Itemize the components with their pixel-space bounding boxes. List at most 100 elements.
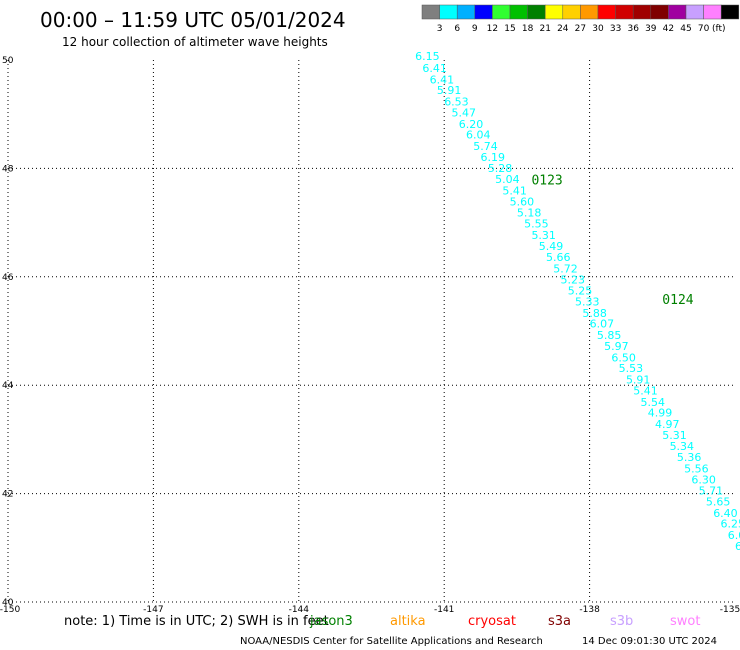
data-point-label: 5.56 [684,462,709,475]
data-point-label: 5.23 [561,273,586,286]
y-tick-label: 40 [2,598,14,608]
colorbar-label: 39 [645,24,657,34]
data-point-label: 5.25 [568,285,593,298]
y-tick-label: 50 [2,56,14,66]
satellite-legend-item: swot [670,614,700,629]
satellite-legend-item: cryosat [468,614,516,629]
colorbar-label: 9 [472,24,478,34]
data-point-label: 5.91 [626,374,651,387]
data-point-label: 5.71 [699,485,724,498]
data-point-label: 5.91 [437,84,462,97]
colorbar-label: 36 [627,24,639,34]
data-point-label: 6.30 [691,473,716,486]
data-point-label: 5.31 [531,229,556,242]
colorbar-label: 42 [663,24,674,34]
satellite-legend-item: s3b [610,614,633,629]
y-tick-label: 42 [2,490,13,500]
data-point-label: 6.04 [466,129,491,142]
colorbar-label: 24 [557,24,569,34]
colorbar-swatch [650,4,669,20]
data-point-label: 5.66 [546,251,571,264]
data-point-label: 6.53 [444,96,469,109]
colorbar-swatch [615,4,634,20]
data-point-label: 5.85 [597,329,622,342]
chart-title: 00:00 – 11:59 UTC 05/01/2024 [40,8,346,32]
grid [7,60,735,603]
colorbar-label: 27 [575,24,586,34]
satellite-legend-item: s3a [548,614,571,629]
colorbar-unit: (ft) [712,24,726,34]
x-tick-label: -138 [579,605,600,615]
data-point-label: 6.40 [713,507,738,520]
satellite-legend: jason3 altika cryosat s3a s3b swot [309,614,700,629]
data-point-label: 6.17 [735,540,740,553]
data-point-label: 5.49 [539,240,564,253]
colorbar-swatch [421,4,440,20]
footer-credit: NOAA/NESDIS Center for Satellite Applica… [240,636,543,647]
data-point-label: 5.28 [488,162,513,175]
colorbar-swatch [597,4,616,20]
colorbar-label: 30 [592,24,604,34]
axis-ticks: -150 -147 -144 -141 -138 -135 50 48 46 44 42 40 [0,56,740,615]
data-point-label: 5.97 [604,340,629,353]
colorbar: 3 6 9 12 15 18 21 24 27 30 33 36 39 42 45 70 [421,4,740,34]
data-point-label: 6.41 [422,62,447,75]
data-point-label: 5.60 [510,195,535,208]
colorbar-swatch [509,4,528,20]
data-point-label: 6.19 [481,151,506,164]
colorbar-label: 6 [454,24,460,34]
data-point-label: 4.97 [655,418,680,431]
colorbar-swatch [474,4,493,20]
satellite-legend-item: jason3 [309,614,353,629]
colorbar-label: 3 [437,24,443,34]
data-point-label: 5.65 [706,496,731,509]
track-labels: 0123 0124 [531,174,693,308]
data-point-label: 6.15 [415,50,440,63]
data-point-label: 4.99 [648,407,673,420]
colorbar-label: 18 [522,24,534,34]
colorbar-swatch [562,4,581,20]
track-label: 0123 [531,174,562,189]
data-point-label: 6.07 [590,318,615,331]
colorbar-label: 70 [698,24,710,34]
footer-timestamp: 14 Dec 09:01:30 UTC 2024 [582,636,717,647]
data-point-label: 5.47 [451,106,476,119]
data-point-label: 5.74 [473,140,498,153]
data-point-label: 5.88 [582,307,607,320]
data-point-label: 6.25 [720,518,740,531]
colorbar-swatch [456,4,476,20]
data-point-label: 5.72 [553,262,578,275]
y-tick-label: 44 [2,381,14,391]
data-point-label: 5.41 [502,184,527,197]
x-tick-label: -144 [289,605,310,615]
colorbar-label: 15 [504,24,515,34]
footer-note: note: 1) Time is in UTC; 2) SWH is in fe… [64,614,329,629]
chart-subtitle: 12 hour collection of altimeter wave hei… [62,35,328,49]
data-point-label: 5.55 [524,217,549,230]
colorbar-swatch [685,4,704,20]
colorbar-swatch [632,4,652,20]
data-point-label: 6.20 [459,118,484,131]
data-point-label: 5.04 [495,173,519,186]
x-tick-label: -150 [0,605,20,615]
colorbar-swatch [580,4,599,20]
colorbar-swatch [492,4,511,20]
track-label: 0124 [662,293,693,308]
data-point-label: 5.18 [517,207,542,220]
data-point-label: 5.34 [670,440,695,453]
satellite-legend-item: altika [390,614,426,629]
data-point-label: 6.41 [430,73,455,86]
data-point-label: 5.33 [575,296,600,309]
data-point-label: 5.54 [640,396,665,409]
data-points: 6.156.416.415.916.535.476.206.045.746.19… [415,50,740,553]
colorbar-label: 12 [487,24,498,34]
colorbar-label: 21 [539,24,550,34]
data-point-label: 5.31 [662,429,687,442]
data-point-label: 5.36 [677,451,702,464]
colorbar-swatch [439,4,458,20]
y-tick-label: 48 [2,164,14,174]
colorbar-swatch [527,4,546,20]
data-point-label: 5.41 [633,384,658,397]
x-tick-label: -141 [434,605,454,615]
